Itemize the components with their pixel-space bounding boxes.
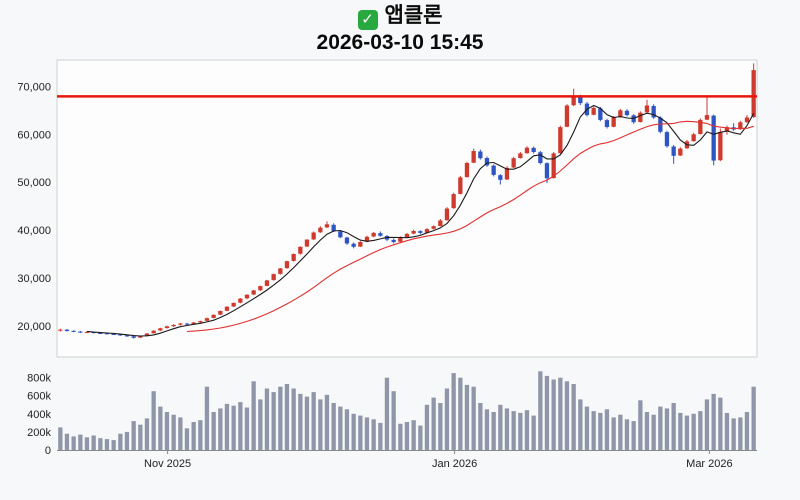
- ma-line-ma20: [186, 120, 754, 333]
- svg-text:Nov 2025: Nov 2025: [144, 458, 191, 470]
- svg-text:200k: 200k: [27, 427, 51, 439]
- svg-text:20,000: 20,000: [17, 321, 51, 333]
- price-plot-area[interactable]: [56, 59, 758, 358]
- svg-text:60,000: 60,000: [17, 129, 51, 141]
- svg-text:0: 0: [45, 445, 51, 457]
- svg-text:Mar 2026: Mar 2026: [686, 458, 732, 470]
- svg-text:Jan 2026: Jan 2026: [432, 458, 477, 470]
- svg-text:40,000: 40,000: [17, 225, 51, 237]
- candlestick-series: [58, 63, 756, 339]
- svg-text:600k: 600k: [27, 391, 51, 403]
- svg-text:50,000: 50,000: [17, 177, 51, 189]
- svg-text:30,000: 30,000: [17, 273, 51, 285]
- svg-text:70,000: 70,000: [17, 81, 51, 93]
- volume-bars: [58, 371, 756, 450]
- volume-axis-labels: 0 200k 400k 600k 800k: [27, 373, 51, 457]
- time-axis-labels: Nov 2025 Jan 2026 Mar 2026: [144, 450, 733, 470]
- ma-line-ma5: [86, 104, 755, 337]
- price-axis-labels: 20,000 30,000 40,000 50,000 60,000 70,000: [17, 81, 51, 333]
- svg-text:800k: 800k: [27, 373, 51, 385]
- svg-text:400k: 400k: [27, 409, 51, 421]
